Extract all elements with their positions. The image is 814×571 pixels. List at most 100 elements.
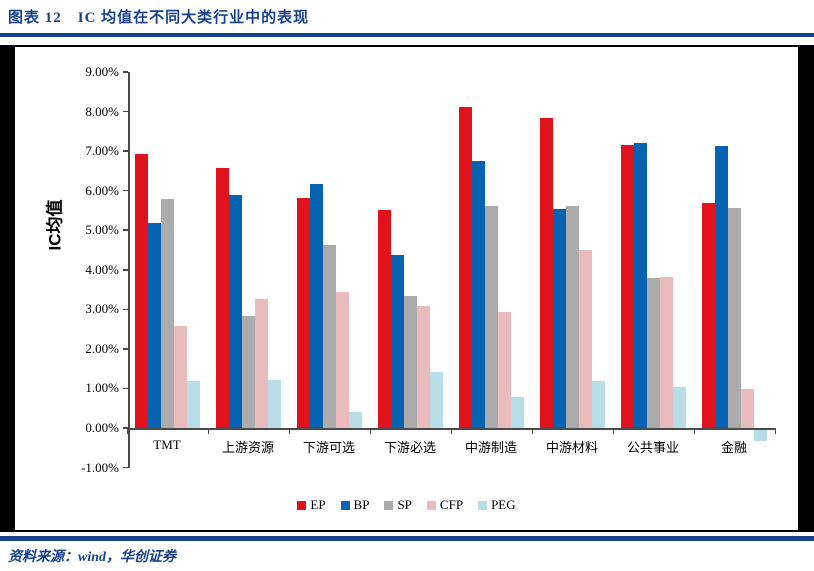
bar-EP-下游可选 (297, 198, 310, 428)
y-tick-label: 3.00% (85, 301, 119, 317)
bar-PEG-上游资源 (268, 380, 281, 428)
legend-swatch-PEG (478, 500, 488, 510)
bar-SP-TMT (161, 199, 174, 428)
legend-label-PEG: PEG (491, 497, 516, 512)
bar-BP-公共事业 (634, 142, 647, 428)
legend-label-BP: BP (353, 497, 370, 512)
bar-CFP-TMT (174, 326, 187, 428)
bar-SP-中游材料 (566, 206, 579, 428)
x-axis-line (128, 428, 776, 430)
y-tick-label: 7.00% (85, 143, 119, 159)
bar-BP-下游可选 (310, 183, 323, 428)
legend-swatch-CFP (426, 500, 436, 510)
x-tick-mark (531, 429, 533, 434)
bar-BP-下游必选 (391, 254, 404, 428)
y-tick-label: 9.00% (85, 63, 119, 79)
y-tick-label: 2.00% (85, 340, 119, 356)
y-tick-label: 5.00% (85, 222, 119, 238)
figure-title: 图表 12 IC 均值在不同大类行业中的表现 (8, 10, 310, 26)
bar-PEG-下游必选 (430, 372, 443, 428)
legend-label-CFP: CFP (439, 497, 464, 512)
bar-SP-公共事业 (647, 277, 660, 428)
legend-label-SP: SP (397, 497, 412, 512)
y-tick-mark (123, 466, 128, 469)
bar-EP-中游制造 (459, 107, 472, 428)
bar-CFP-中游材料 (579, 249, 592, 428)
x-category-label: 金融 (720, 440, 747, 455)
bar-SP-下游可选 (323, 244, 336, 428)
footer-rule (0, 536, 814, 541)
bar-EP-上游资源 (216, 167, 229, 428)
bar-BP-中游制造 (472, 161, 485, 428)
y-tick-mark (123, 150, 128, 152)
bar-EP-公共事业 (621, 145, 634, 428)
bar-SP-金融 (728, 208, 741, 428)
x-category-label: 中游制造 (464, 440, 517, 455)
bar-BP-中游材料 (553, 209, 566, 428)
chart-frame: IC均值 EP BP SP CFP PEG 9.00% 8.00% 7.00% 6.00% 5.… (0, 45, 814, 532)
legend-item-PEG: PEG (478, 497, 516, 513)
x-tick-mark (288, 429, 290, 434)
y-tick-mark (123, 387, 128, 390)
bar-CFP-中游制造 (498, 311, 511, 428)
bar-EP-下游必选 (378, 210, 391, 428)
title-underline-rule (0, 33, 814, 37)
bar-PEG-中游制造 (511, 397, 524, 428)
bar-CFP-下游可选 (336, 291, 349, 428)
bar-SP-下游必选 (404, 296, 417, 428)
y-tick-label: 0.00% (85, 420, 119, 435)
legend-item-EP: EP (297, 497, 326, 513)
bar-PEG-下游可选 (349, 412, 362, 428)
bar-CFP-下游必选 (417, 305, 430, 428)
x-category-label: TMT (153, 437, 181, 452)
x-tick-mark (126, 429, 128, 434)
x-category-label: 下游必选 (383, 440, 436, 455)
source-note: 资料来源：wind，华创证券 (8, 550, 177, 565)
bar-chart: IC均值 EP BP SP CFP PEG 9.00% 8.00% 7.00% 6.00% 5.… (15, 47, 798, 530)
y-tick-mark (123, 269, 128, 271)
x-tick-mark (693, 429, 695, 434)
legend-item-SP: SP (384, 497, 412, 513)
y-tick-label: 8.00% (85, 103, 119, 119)
legend-item-CFP: CFP (426, 497, 464, 513)
legend-swatch-EP (297, 500, 307, 510)
bar-EP-金融 (702, 202, 715, 428)
y-tick-mark (123, 308, 128, 311)
bar-EP-TMT (135, 153, 148, 428)
y-tick-mark (123, 71, 128, 73)
x-category-label: 下游可选 (302, 440, 355, 455)
y-tick-mark (123, 110, 128, 113)
y-tick-label: 1.00% (85, 380, 119, 396)
bar-BP-金融 (715, 146, 728, 428)
legend-label-EP: EP (310, 497, 326, 512)
x-category-label: 中游材料 (545, 440, 598, 455)
bar-PEG-TMT (187, 380, 200, 428)
bar-PEG-金融 (754, 429, 767, 441)
bar-PEG-公共事业 (673, 387, 686, 428)
legend-item-BP: BP (340, 497, 370, 513)
y-tick-label: 6.00% (85, 182, 119, 198)
x-tick-mark (369, 429, 371, 434)
bar-BP-上游资源 (229, 194, 242, 428)
bar-CFP-上游资源 (255, 299, 268, 428)
y-tick-mark (123, 427, 128, 429)
y-tick-mark (123, 229, 128, 231)
legend-swatch-BP (340, 500, 350, 510)
bar-SP-中游制造 (485, 206, 498, 428)
x-tick-mark (450, 429, 452, 434)
x-category-label: 公共事业 (626, 440, 679, 455)
y-axis-line (128, 71, 130, 468)
x-category-label: 上游资源 (221, 440, 274, 455)
bar-CFP-金融 (741, 389, 754, 428)
bar-BP-TMT (148, 223, 161, 428)
y-tick-mark (123, 189, 128, 192)
x-tick-mark (612, 429, 614, 434)
bar-PEG-中游材料 (592, 380, 605, 428)
bar-CFP-公共事业 (660, 277, 673, 428)
x-tick-mark (774, 429, 776, 434)
y-tick-mark (123, 348, 128, 350)
y-tick-label: 4.00% (85, 261, 119, 277)
bar-SP-上游资源 (242, 315, 255, 428)
chart-legend: EP BP SP CFP PEG (15, 497, 798, 513)
